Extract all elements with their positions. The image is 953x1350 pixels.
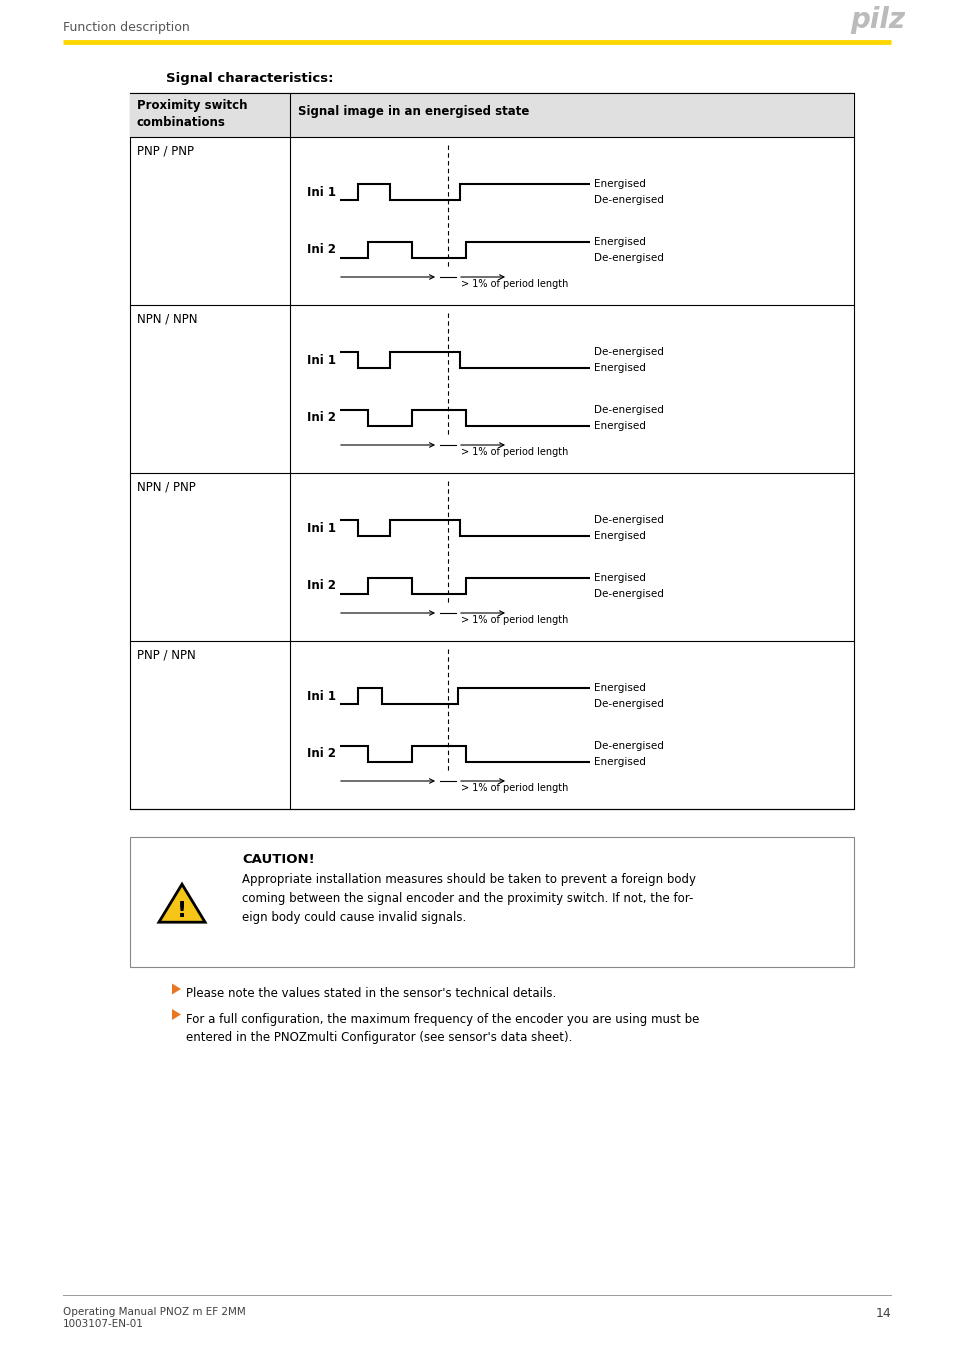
Text: Ini 1: Ini 1 [307, 354, 335, 367]
Text: Ini 2: Ini 2 [307, 579, 335, 593]
Text: De-energised: De-energised [594, 741, 663, 751]
Bar [130, 93, 853, 809]
Text: Signal characteristics:: Signal characteristics: [166, 72, 334, 85]
Text: De-energised: De-energised [594, 405, 663, 414]
Text: Energised: Energised [594, 363, 645, 374]
Text: Energised: Energised [594, 421, 645, 431]
Text: > 1% of period length: > 1% of period length [460, 616, 568, 625]
Text: Energised: Energised [594, 236, 645, 247]
Text: CAUTION!: CAUTION! [242, 853, 314, 865]
Text: Energised: Energised [594, 756, 645, 767]
Text: Function description: Function description [63, 22, 190, 34]
Text: Energised: Energised [594, 180, 645, 189]
Text: Ini 1: Ini 1 [307, 690, 335, 703]
Text: > 1% of period length: > 1% of period length [460, 279, 568, 289]
Text: 1003107-EN-01: 1003107-EN-01 [63, 1319, 144, 1328]
Text: NPN / NPN: NPN / NPN [137, 312, 197, 325]
Text: Energised: Energised [594, 572, 645, 583]
Bar [130, 93, 853, 136]
Text: Signal image in an energised state: Signal image in an energised state [297, 105, 529, 117]
Text: De-energised: De-energised [594, 516, 663, 525]
Text: Ini 2: Ini 2 [307, 243, 335, 256]
Text: > 1% of period length: > 1% of period length [460, 783, 568, 792]
Text: !: ! [176, 900, 187, 921]
Text: Ini 2: Ini 2 [307, 410, 335, 424]
Text: Please note the values stated in the sensor's technical details.: Please note the values stated in the sen… [186, 987, 556, 1000]
Text: De-energised: De-energised [594, 252, 663, 262]
Text: PNP / PNP: PNP / PNP [137, 144, 193, 157]
Text: PNP / NPN: PNP / NPN [137, 648, 195, 662]
Text: Ini 1: Ini 1 [307, 186, 335, 198]
Text: Ini 1: Ini 1 [307, 522, 335, 535]
Text: De-energised: De-energised [594, 347, 663, 358]
Bar [130, 837, 853, 967]
Text: Ini 2: Ini 2 [307, 747, 335, 760]
Text: > 1% of period length: > 1% of period length [460, 447, 568, 458]
Text: Energised: Energised [594, 683, 645, 694]
Text: De-energised: De-energised [594, 699, 663, 710]
Text: Appropriate installation measures should be taken to prevent a foreign body
comi: Appropriate installation measures should… [242, 873, 696, 923]
Text: NPN / PNP: NPN / PNP [137, 481, 195, 493]
Text: pilz: pilz [849, 5, 904, 34]
Text: Energised: Energised [594, 532, 645, 541]
Text: De-energised: De-energised [594, 589, 663, 598]
Text: For a full configuration, the maximum frequency of the encoder you are using mus: For a full configuration, the maximum fr… [186, 1012, 699, 1044]
Text: Proximity switch
combinations: Proximity switch combinations [137, 99, 247, 130]
Polygon shape [159, 884, 205, 922]
Text: Operating Manual PNOZ m EF 2MM: Operating Manual PNOZ m EF 2MM [63, 1307, 246, 1318]
Text: De-energised: De-energised [594, 196, 663, 205]
Polygon shape [172, 1008, 181, 1021]
Polygon shape [172, 984, 181, 995]
Text: 14: 14 [874, 1307, 890, 1320]
